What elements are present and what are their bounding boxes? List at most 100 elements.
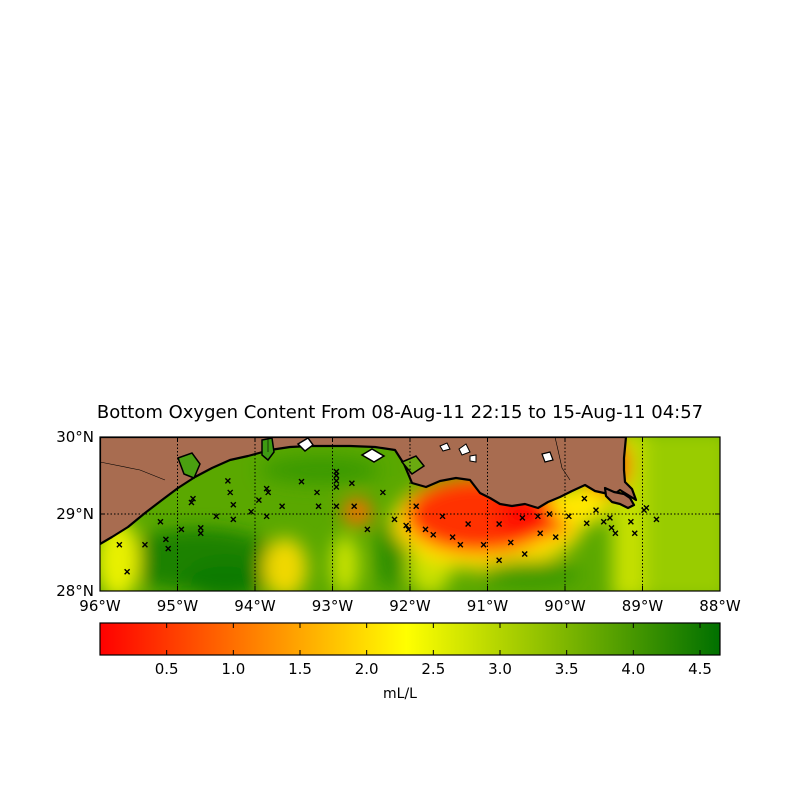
colorbar-ticks: 0.5 1.0 1.5 2.0 2.5 3.0 3.5 4.0 4.5 bbox=[155, 623, 712, 678]
lat-tick-label: 28°N bbox=[56, 582, 94, 600]
station-marker bbox=[116, 541, 123, 548]
colorbar-tick-label: 4.0 bbox=[621, 660, 645, 678]
field-coast-green bbox=[260, 456, 380, 484]
field-east-open bbox=[640, 437, 720, 591]
lat-tick-label: 30°N bbox=[56, 428, 94, 446]
station-marker bbox=[188, 499, 195, 506]
station-marker bbox=[600, 518, 607, 525]
station-markers bbox=[116, 468, 660, 575]
station-marker bbox=[507, 539, 514, 546]
station-marker bbox=[546, 511, 553, 517]
station-marker bbox=[157, 518, 164, 525]
station-marker bbox=[227, 489, 234, 496]
station-marker bbox=[391, 516, 398, 523]
lon-tick-label: 90°W bbox=[544, 597, 586, 615]
colorbar-tick-label: 3.5 bbox=[555, 660, 579, 678]
colorbar-tick-label: 2.0 bbox=[355, 660, 379, 678]
station-marker bbox=[333, 503, 340, 510]
station-marker bbox=[333, 472, 340, 479]
station-marker bbox=[213, 513, 220, 520]
station-marker bbox=[263, 485, 270, 492]
state-boundary-tx-internal bbox=[100, 461, 166, 481]
lon-tick-label: 91°W bbox=[467, 597, 509, 615]
inland-lake-3 bbox=[469, 454, 477, 463]
station-marker bbox=[480, 541, 487, 548]
station-marker bbox=[255, 497, 262, 504]
station-marker bbox=[422, 526, 429, 533]
station-marker bbox=[403, 522, 410, 529]
station-marker bbox=[333, 484, 340, 491]
field-west-deep-2 bbox=[185, 560, 265, 591]
field-south-green bbox=[480, 561, 580, 589]
station-marker bbox=[298, 478, 305, 485]
station-marker bbox=[348, 480, 355, 487]
state-boundary-la-ms bbox=[554, 437, 571, 481]
station-marker bbox=[364, 526, 371, 533]
lake-pontchartrain bbox=[541, 451, 554, 463]
lon-tick-label: 93°W bbox=[312, 597, 354, 615]
grand-lake bbox=[360, 448, 386, 463]
station-marker bbox=[265, 489, 272, 496]
station-marker bbox=[552, 534, 559, 541]
station-marker bbox=[162, 536, 169, 543]
station-marker bbox=[449, 534, 456, 541]
lon-tick-label: 92°W bbox=[389, 597, 431, 615]
inland-lake-2 bbox=[458, 443, 471, 456]
station-marker bbox=[612, 530, 619, 537]
colorbar-tick-label: 1.5 bbox=[288, 660, 312, 678]
colorbar-tick-label: 3.0 bbox=[488, 660, 512, 678]
land-mass bbox=[100, 437, 638, 546]
map-title: Bottom Oxygen Content From 08-Aug-11 22:… bbox=[96, 402, 704, 423]
station-marker bbox=[405, 526, 412, 533]
mississippi-delta bbox=[603, 486, 636, 510]
station-marker bbox=[583, 520, 590, 527]
lon-tick-label: 89°W bbox=[622, 597, 664, 615]
station-marker bbox=[197, 524, 204, 531]
station-marker bbox=[653, 516, 660, 523]
station-marker bbox=[439, 513, 446, 520]
station-marker bbox=[263, 513, 270, 520]
station-marker bbox=[581, 495, 588, 502]
station-marker bbox=[593, 507, 599, 514]
station-marker bbox=[351, 503, 358, 510]
field-low-925 bbox=[343, 499, 371, 525]
colorbar bbox=[99, 622, 721, 656]
station-marker bbox=[534, 513, 541, 520]
station-marker bbox=[230, 501, 237, 508]
white-lake bbox=[296, 437, 315, 452]
station-marker bbox=[430, 531, 437, 538]
station-marker bbox=[565, 513, 572, 520]
lon-tick-label: 95°W bbox=[157, 597, 199, 615]
graticule bbox=[100, 437, 720, 591]
inland-lake-1 bbox=[439, 442, 451, 452]
station-marker bbox=[178, 526, 185, 533]
colorbar-tick-label: 2.5 bbox=[421, 660, 445, 678]
station-marker bbox=[496, 521, 503, 528]
station-marker bbox=[627, 518, 634, 525]
station-marker bbox=[314, 489, 320, 496]
galveston-bay bbox=[177, 452, 201, 479]
station-marker bbox=[379, 489, 386, 496]
station-marker bbox=[457, 541, 464, 548]
station-marker bbox=[608, 524, 615, 531]
station-marker bbox=[190, 495, 196, 502]
field-low-94 bbox=[263, 538, 307, 591]
station-marker bbox=[496, 557, 503, 564]
station-marker bbox=[465, 521, 472, 528]
station-marker bbox=[124, 568, 131, 575]
station-marker bbox=[521, 551, 528, 558]
station-marker bbox=[333, 477, 340, 484]
field-dark-92 bbox=[376, 520, 404, 590]
vermilion-bay bbox=[400, 455, 426, 475]
lat-tick-label: 29°N bbox=[56, 505, 94, 523]
field-low-93 bbox=[331, 535, 359, 591]
station-marker bbox=[279, 503, 286, 510]
station-marker bbox=[606, 514, 613, 521]
colorbar-label: mL/L bbox=[383, 686, 417, 702]
colorbar-tick-label: 1.0 bbox=[221, 660, 245, 678]
station-marker bbox=[165, 545, 172, 552]
station-marker bbox=[197, 530, 204, 537]
station-marker bbox=[643, 504, 650, 511]
station-marker bbox=[224, 477, 231, 484]
lon-tick-label: 88°W bbox=[699, 597, 741, 615]
